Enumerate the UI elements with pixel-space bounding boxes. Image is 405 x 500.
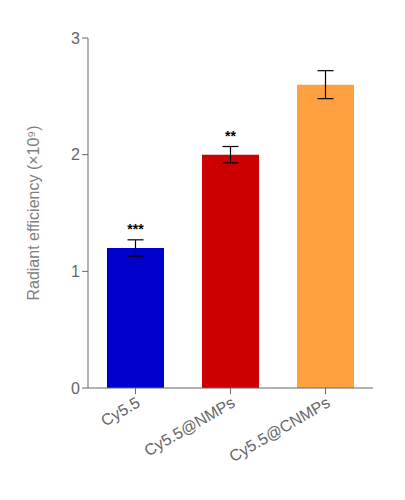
svg-text:**: ** (225, 128, 236, 144)
svg-text:3: 3 (71, 30, 80, 47)
svg-text:***: *** (127, 221, 144, 237)
svg-text:Radiant efficiency (×10⁹): Radiant efficiency (×10⁹) (25, 125, 42, 300)
svg-text:Cy5.5@NMPs: Cy5.5@NMPs (141, 394, 237, 460)
svg-text:0: 0 (71, 380, 80, 397)
svg-text:Cy5.5@CNMPs: Cy5.5@CNMPs (226, 394, 332, 465)
svg-text:1: 1 (71, 263, 80, 280)
svg-text:2: 2 (71, 146, 80, 163)
svg-text:Cy5.5: Cy5.5 (98, 394, 143, 430)
